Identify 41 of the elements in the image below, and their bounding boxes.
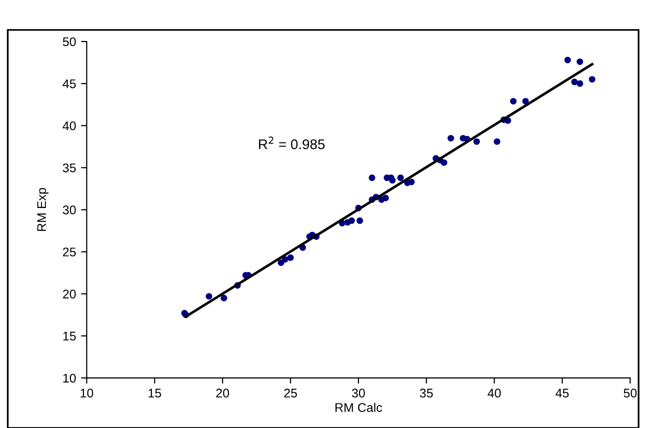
point bbox=[356, 217, 364, 224]
point bbox=[510, 98, 517, 104]
y-tick-label: 40 bbox=[62, 121, 76, 130]
point bbox=[494, 138, 500, 145]
y-tick-label: 15 bbox=[63, 332, 76, 341]
point bbox=[408, 178, 415, 186]
y-tick-label: 10 bbox=[63, 374, 76, 383]
point bbox=[382, 194, 389, 202]
point bbox=[368, 174, 376, 182]
x-tick-label: 50 bbox=[624, 388, 637, 398]
y-tick-label: 35 bbox=[62, 163, 76, 172]
point bbox=[564, 56, 571, 64]
y-tick-label: 25 bbox=[63, 248, 76, 256]
point bbox=[397, 174, 404, 182]
y-tick-label: 20 bbox=[63, 290, 76, 298]
y-tick-label: 45 bbox=[62, 79, 76, 88]
point bbox=[206, 293, 212, 300]
x-tick-label: 35 bbox=[420, 388, 433, 398]
point bbox=[287, 254, 294, 261]
point bbox=[522, 98, 529, 104]
point bbox=[348, 217, 355, 224]
point bbox=[448, 134, 454, 142]
x-tick-label: 15 bbox=[148, 388, 162, 398]
x-tick-label: 20 bbox=[216, 388, 230, 398]
x-axis-title: RM Calc bbox=[336, 402, 382, 412]
point bbox=[588, 76, 596, 83]
y-tick-label: 50 bbox=[62, 37, 76, 46]
x-tick-label: 25 bbox=[284, 388, 297, 398]
x-tick-label: 45 bbox=[556, 388, 569, 398]
point bbox=[571, 78, 578, 86]
point bbox=[576, 58, 584, 65]
point bbox=[440, 159, 448, 166]
point bbox=[220, 294, 228, 302]
y-tick-label: 30 bbox=[62, 206, 76, 214]
y-axis-title: RM Exp bbox=[37, 188, 48, 231]
x-tick-label: 40 bbox=[488, 388, 501, 398]
x-tick-label: 30 bbox=[352, 388, 365, 398]
point bbox=[473, 138, 480, 145]
x-tick-label: 10 bbox=[80, 388, 94, 398]
annotation: R$^{2}$ = 0.985 bbox=[259, 136, 325, 150]
point bbox=[576, 80, 584, 87]
